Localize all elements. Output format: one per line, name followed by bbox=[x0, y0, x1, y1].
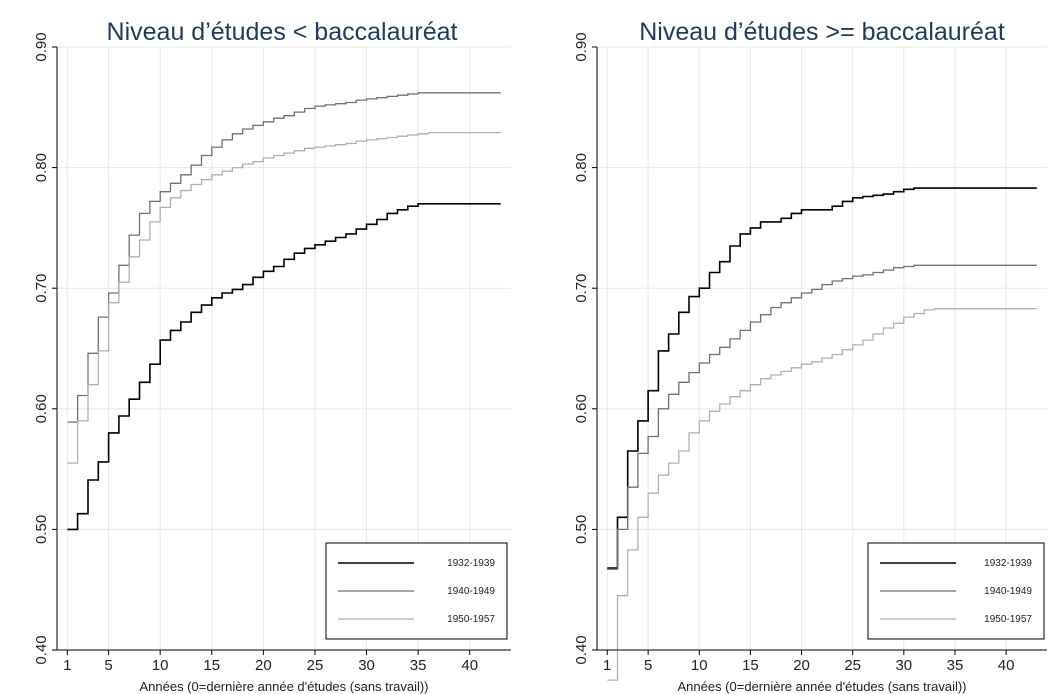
legend-label-left-2: 1950-1957 bbox=[447, 614, 495, 625]
chart-title-left: Niveau d’études < baccalauréat bbox=[107, 18, 458, 46]
series-line-left-1 bbox=[67, 92, 501, 423]
y-tick-label-left-1: 0.50 bbox=[33, 515, 50, 544]
y-tick-label-left-4: 0.80 bbox=[33, 153, 50, 182]
legend-label-right-1: 1940-1949 bbox=[984, 586, 1032, 597]
x-tick-label-left-6: 30 bbox=[358, 657, 375, 674]
x-tick-label-left-7: 35 bbox=[410, 657, 427, 674]
series-line-left-2 bbox=[67, 131, 501, 464]
legend-label-right-0: 1932-1939 bbox=[984, 558, 1032, 569]
y-tick-label-right-5: 0.90 bbox=[573, 32, 590, 61]
x-tick-label-left-5: 25 bbox=[307, 657, 324, 674]
x-tick-label-left-3: 15 bbox=[203, 657, 220, 674]
x-tick-label-right-6: 30 bbox=[895, 657, 912, 674]
y-tick-label-right-3: 0.70 bbox=[573, 274, 590, 303]
x-tick-label-right-4: 20 bbox=[793, 657, 810, 674]
series-line-right-1 bbox=[607, 264, 1037, 570]
x-axis-label-left: Années (0=dernière année d'études (sans … bbox=[139, 679, 428, 694]
y-tick-label-left-0: 0.40 bbox=[33, 635, 50, 664]
y-tick-label-right-1: 0.50 bbox=[573, 515, 590, 544]
x-tick-label-left-0: 1 bbox=[63, 657, 71, 674]
series-line-right-2 bbox=[607, 308, 1037, 681]
x-tick-label-left-2: 10 bbox=[152, 657, 169, 674]
chart-panel-right: Niveau d’études >= baccalauréat 0.40 0.50… bbox=[573, 18, 1047, 694]
x-tick-label-left-8: 40 bbox=[461, 657, 478, 674]
series-line-right-0 bbox=[607, 187, 1037, 569]
legend-right: 1932-1939 1940-1949 1950-1957 bbox=[867, 542, 1045, 640]
x-tick-label-left-1: 5 bbox=[104, 657, 112, 674]
legend-left: 1932-1939 1940-1949 1950-1957 bbox=[325, 542, 508, 640]
y-tick-label-right-2: 0.60 bbox=[573, 394, 590, 423]
y-tick-label-left-5: 0.90 bbox=[33, 32, 50, 61]
y-tick-label-right-4: 0.80 bbox=[573, 153, 590, 182]
y-tick-label-right-0: 0.40 bbox=[573, 635, 590, 664]
y-tick-label-left-2: 0.60 bbox=[33, 394, 50, 423]
x-tick-label-right-8: 40 bbox=[998, 657, 1015, 674]
x-tick-label-right-1: 5 bbox=[644, 657, 652, 674]
x-tick-label-right-2: 10 bbox=[691, 657, 708, 674]
x-tick-label-right-7: 35 bbox=[947, 657, 964, 674]
x-tick-label-right-0: 1 bbox=[603, 657, 611, 674]
x-tick-label-right-3: 15 bbox=[742, 657, 759, 674]
x-axis-label-right: Années (0=dernière année d'études (sans … bbox=[677, 679, 966, 694]
chart-panel-left: Niveau d’études < baccalauréat 0.40 0.50 0… bbox=[33, 18, 511, 694]
legend-label-right-2: 1950-1957 bbox=[984, 614, 1032, 625]
legend-label-left-0: 1932-1939 bbox=[447, 558, 495, 569]
x-tick-label-right-5: 25 bbox=[844, 657, 861, 674]
legend-label-left-1: 1940-1949 bbox=[447, 586, 495, 597]
y-tick-label-left-3: 0.70 bbox=[33, 274, 50, 303]
x-tick-label-left-4: 20 bbox=[255, 657, 272, 674]
series-line-left-0 bbox=[67, 203, 501, 531]
chart-title-right: Niveau d’études >= baccalauréat bbox=[639, 18, 1005, 46]
